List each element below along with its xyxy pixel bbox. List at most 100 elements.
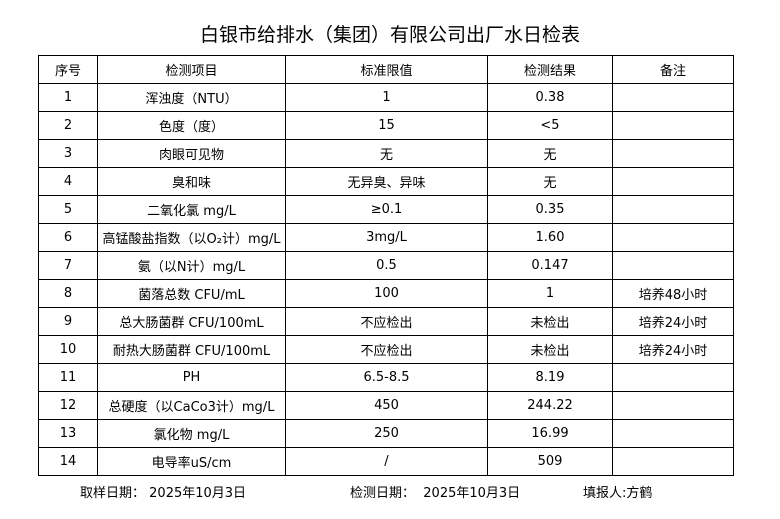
table-cell: 15	[285, 111, 488, 140]
table-cell: 不应检出	[285, 335, 488, 364]
table-cell: 培养24小时	[612, 335, 734, 364]
table-row: 11 PH 6.5-8.5 8.19	[38, 363, 734, 392]
table-cell: 肉眼可见物	[97, 139, 286, 168]
date: 2025年10月3日	[423, 486, 521, 501]
table-cell: 高锰酸盐指数（以O₂计）mg/L	[97, 223, 286, 252]
table-cell: 12	[38, 391, 98, 420]
table-cell: 未检出	[487, 307, 613, 336]
inspection-table: 序号 检测项目 标准限值 检测结果 备注 1 浑浊度（NTU） 1 0.38 2 色度（度） 15 <…	[38, 55, 734, 476]
table-cell: 无	[487, 167, 613, 196]
table-cell: 16.99	[487, 419, 613, 448]
table-cell: 509	[487, 447, 613, 476]
table-cell: 7	[38, 251, 98, 280]
table-row: 14 电导率uS/cm/509	[38, 447, 734, 476]
table-row: 2 色度（度） 15 <5	[38, 111, 734, 140]
table-cell: 6.5-8.5	[285, 363, 488, 392]
table-cell: 未检出	[487, 335, 613, 364]
table-cell: 3	[38, 139, 98, 168]
table-row: 5 二氧化氯 mg/L ≥0.1 0.35	[38, 195, 734, 224]
table-cell: 4	[38, 167, 98, 196]
label: 取样日期：	[80, 486, 146, 501]
table-body: 1 浑浊度（NTU） 1 0.38 2 色度（度） 15 <5 3 肉眼可见物无无 4 臭和味 无异臭、…	[38, 83, 734, 476]
table-cell: 14	[38, 447, 98, 476]
table-cell: 0.35	[487, 195, 613, 224]
table-cell: 总硬度（以CaCo3计）mg/L	[97, 391, 286, 420]
table-cell: <5	[487, 111, 613, 140]
table-cell: 电导率uS/cm	[97, 447, 286, 476]
testing-date: 检测日期： 2025年10月3日	[350, 482, 520, 501]
table-cell: 1	[487, 279, 613, 308]
table-cell	[612, 251, 734, 280]
table-cell: 1.60	[487, 223, 613, 252]
date: 2025年10月3日	[149, 486, 247, 501]
table-cell: 二氧化氯 mg/L	[97, 195, 286, 224]
table-cell: 培养24小时	[612, 307, 734, 336]
table-row: 13 氯化物 mg/L 250 16.99	[38, 419, 734, 448]
table-cell: 菌落总数 CFU/mL	[97, 279, 286, 308]
table-cell	[612, 447, 734, 476]
table-cell: 6	[38, 223, 98, 252]
table-cell: 总大肠菌群 CFU/100mL	[97, 307, 286, 336]
table-cell: 3mg/L	[285, 223, 488, 252]
table-cell: 浑浊度（NTU）	[97, 83, 286, 112]
table-cell: 8.19	[487, 363, 613, 392]
table-row: 3 肉眼可见物无无	[38, 139, 734, 168]
table-cell: 耐热大肠菌群 CFU/100mL	[97, 335, 286, 364]
table-cell: 氨（以N计）mg/L	[97, 251, 286, 280]
table-cell: 250	[285, 419, 488, 448]
table-cell: ≥0.1	[285, 195, 488, 224]
table-row: 10 耐热大肠菌群 CFU/100mL 不应检出 未检出 培养24小时	[38, 335, 734, 364]
table-cell	[612, 195, 734, 224]
table-cell	[612, 391, 734, 420]
table-cell: /	[285, 447, 488, 476]
label: 检测日期：	[350, 486, 416, 501]
header-row: 序号 检测项目 标准限值 检测结果 备注	[38, 55, 734, 84]
table-cell: 8	[38, 279, 98, 308]
table-row: 7 氨（以N计）mg/L 0.5 0.147	[38, 251, 734, 280]
table-cell	[612, 167, 734, 196]
header-cell: 备注	[612, 55, 734, 84]
table-cell: 1	[285, 83, 488, 112]
reporter: 填报人:方鹤	[583, 486, 653, 501]
table-row: 12 总硬度（以CaCo3计）mg/L 450 244.22	[38, 391, 734, 420]
title: 白银市给排水（集团）有限公司出厂水日检表	[199, 24, 580, 46]
table-cell: 无	[285, 139, 488, 168]
table-row: 4 臭和味 无异臭、异味无	[38, 167, 734, 196]
table-cell: 100	[285, 279, 488, 308]
table-cell: 10	[38, 335, 98, 364]
table-cell: 氯化物 mg/L	[97, 419, 286, 448]
table-row: 8 菌落总数 CFU/mL 100 1 培养48小时	[38, 279, 734, 308]
table-cell: 0.38	[487, 83, 613, 112]
table-row: 1 浑浊度（NTU） 1 0.38	[38, 83, 734, 112]
table-cell: 5	[38, 195, 98, 224]
table-cell: 培养48小时	[612, 279, 734, 308]
table-cell: PH	[97, 363, 286, 392]
header-cell: 标准限值	[285, 55, 488, 84]
table-cell: 13	[38, 419, 98, 448]
table-cell	[612, 363, 734, 392]
table-row: 9 总大肠菌群 CFU/100mL 不应检出 未检出 培养24小时	[38, 307, 734, 336]
table-cell: 无异臭、异味	[285, 167, 488, 196]
table-cell: 不应检出	[285, 307, 488, 336]
table-cell	[612, 83, 734, 112]
table-cell: 450	[285, 391, 488, 420]
table-cell	[612, 111, 734, 140]
table-cell: 0.5	[285, 251, 488, 280]
table-cell: 11	[38, 363, 98, 392]
header-cell: 检测结果	[487, 55, 613, 84]
table-cell: 0.147	[487, 251, 613, 280]
table-cell: 2	[38, 111, 98, 140]
table-cell: 244.22	[487, 391, 613, 420]
header-cell: 检测项目	[97, 55, 286, 84]
table-cell: 色度（度）	[97, 111, 286, 140]
header-cell: 序号	[38, 55, 98, 84]
table-cell: 无	[487, 139, 613, 168]
table-cell: 臭和味	[97, 167, 286, 196]
table-cell	[612, 139, 734, 168]
table-cell: 1	[38, 83, 98, 112]
sampling-date: 取样日期： 2025年10月3日	[80, 482, 246, 501]
table-row: 6 高锰酸盐指数（以O₂计）mg/L 3mg/L 1.60	[38, 223, 734, 252]
table-cell: 9	[38, 307, 98, 336]
table-cell	[612, 223, 734, 252]
